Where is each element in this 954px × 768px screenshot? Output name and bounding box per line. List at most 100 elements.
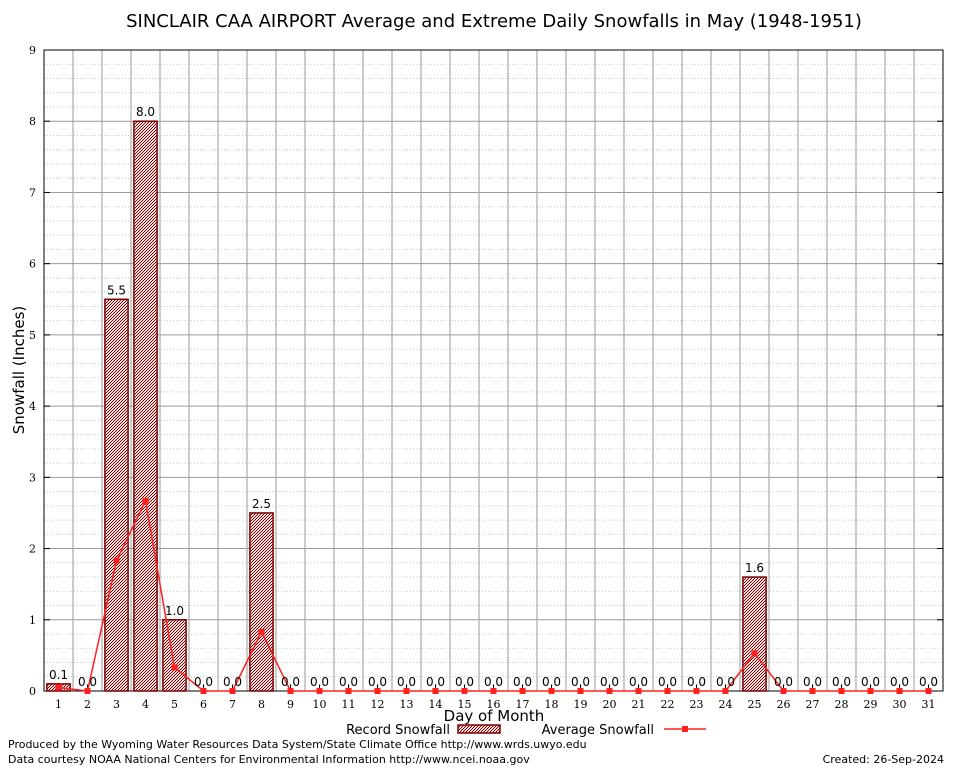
average-point — [287, 688, 294, 694]
chart-title: SINCLAIR CAA AIRPORT Average and Extreme… — [126, 11, 862, 32]
average-point — [606, 688, 613, 694]
record-snowfall-bars — [46, 120, 767, 692]
x-tick-label: 4 — [142, 698, 149, 711]
plot-frame — [43, 49, 944, 692]
x-tick-label: 6 — [200, 698, 207, 711]
bar-value-label: 0.0 — [861, 675, 880, 689]
x-tick-label: 31 — [922, 698, 936, 711]
average-point — [664, 688, 671, 694]
x-tick-label: 9 — [287, 698, 294, 711]
record-bar — [104, 298, 129, 692]
bar-value-label: 1.6 — [745, 561, 764, 575]
average-point — [490, 688, 497, 694]
average-point — [461, 688, 468, 694]
bar-value-label: 0.0 — [339, 675, 358, 689]
bar-value-label: 0.0 — [513, 675, 532, 689]
bar-value-label: 0.0 — [542, 675, 561, 689]
x-tick-label: 12 — [371, 698, 385, 711]
bar-value-label: 0.0 — [281, 675, 300, 689]
x-tick-label: 3 — [113, 698, 120, 711]
x-tick-label: 1 — [55, 698, 62, 711]
record-bar — [249, 512, 274, 692]
y-tick-label: 4 — [29, 400, 36, 413]
y-tick-label: 0 — [29, 685, 36, 698]
x-tick-label: 7 — [229, 698, 236, 711]
legend-average-marker — [682, 726, 688, 732]
average-point — [693, 688, 700, 694]
bar-value-label: 0.0 — [629, 675, 648, 689]
footer-created: Created: 26-Sep-2024 — [823, 753, 944, 766]
y-tick-label: 1 — [29, 614, 36, 627]
average-point — [345, 688, 352, 694]
y-tick-label: 7 — [29, 186, 36, 199]
y-tick-label: 6 — [29, 258, 36, 271]
grid — [44, 49, 943, 692]
x-tick-label: 15 — [458, 698, 472, 711]
x-tick-label: 20 — [603, 698, 617, 711]
average-point — [258, 628, 265, 635]
average-point — [171, 664, 178, 671]
bar-value-label: 0.0 — [919, 675, 938, 689]
average-point — [374, 688, 381, 694]
y-tick-label: 9 — [29, 44, 36, 57]
bar-value-label: 0.1 — [49, 668, 68, 682]
x-tick-label: 11 — [342, 698, 356, 711]
bar-value-label: 0.0 — [774, 675, 793, 689]
bar-value-label: 0.0 — [455, 675, 474, 689]
x-tick-label: 22 — [661, 698, 675, 711]
x-tick-label: 21 — [632, 698, 646, 711]
record-bar — [742, 576, 767, 692]
average-point — [113, 557, 120, 564]
bar-value-label: 0.0 — [223, 675, 242, 689]
bar-value-label: 0.0 — [832, 675, 851, 689]
x-tick-label: 26 — [777, 698, 791, 711]
y-tick-label: 2 — [29, 543, 36, 556]
bar-value-label: 0.0 — [368, 675, 387, 689]
average-snowfall-line — [55, 497, 932, 694]
average-point — [229, 688, 236, 694]
legend-record-swatch — [457, 724, 501, 734]
bar-value-label: 0.0 — [803, 675, 822, 689]
average-point — [316, 688, 323, 694]
average-point — [780, 688, 787, 694]
average-point — [403, 688, 410, 694]
bar-value-label: 0.0 — [426, 675, 445, 689]
x-tick-label: 5 — [171, 698, 178, 711]
x-tick-label: 28 — [835, 698, 849, 711]
y-tick-label: 8 — [29, 115, 36, 128]
average-point — [577, 688, 584, 694]
x-tick-label: 8 — [258, 698, 265, 711]
bar-value-label: 0.0 — [310, 675, 329, 689]
x-tick-label: 25 — [748, 698, 762, 711]
bar-data-labels: 0.1 0.0 5.5 8.0 1.0 0.0 0.0 2.5 0.0 0.0 0.0 0.0 0.0 0… — [49, 105, 938, 689]
y-tick-label: 5 — [29, 329, 36, 342]
bar-value-label: 0.0 — [716, 675, 735, 689]
legend-record-label: Record Snowfall — [346, 723, 450, 738]
x-axis-label: Day of Month — [444, 707, 545, 725]
bar-value-label: 1.0 — [165, 604, 184, 618]
y-axis-label: Snowfall (Inches) — [10, 306, 28, 434]
x-tick-label: 24 — [719, 698, 733, 711]
x-tick-label: 13 — [400, 698, 414, 711]
bar-value-label: 0.0 — [600, 675, 619, 689]
bar-value-label: 5.5 — [107, 283, 126, 297]
x-tick-label: 19 — [574, 698, 588, 711]
y-axis-ticks: 0 1 2 3 4 5 6 7 8 9 — [29, 44, 943, 698]
x-tick-label: 10 — [313, 698, 327, 711]
footer-produced-by: Produced by the Wyoming Water Resources … — [8, 738, 587, 751]
average-point — [55, 684, 62, 691]
x-tick-label: 16 — [487, 698, 501, 711]
average-point — [84, 688, 91, 694]
average-point — [548, 688, 555, 694]
average-point — [838, 688, 845, 694]
bar-value-label: 8.0 — [136, 105, 155, 119]
average-point — [867, 688, 874, 694]
average-point — [519, 688, 526, 694]
bar-value-label: 0.0 — [890, 675, 909, 689]
x-tick-label: 14 — [429, 698, 443, 711]
y-tick-label: 3 — [29, 471, 36, 484]
x-tick-label: 2 — [84, 698, 91, 711]
bar-value-label: 0.0 — [571, 675, 590, 689]
